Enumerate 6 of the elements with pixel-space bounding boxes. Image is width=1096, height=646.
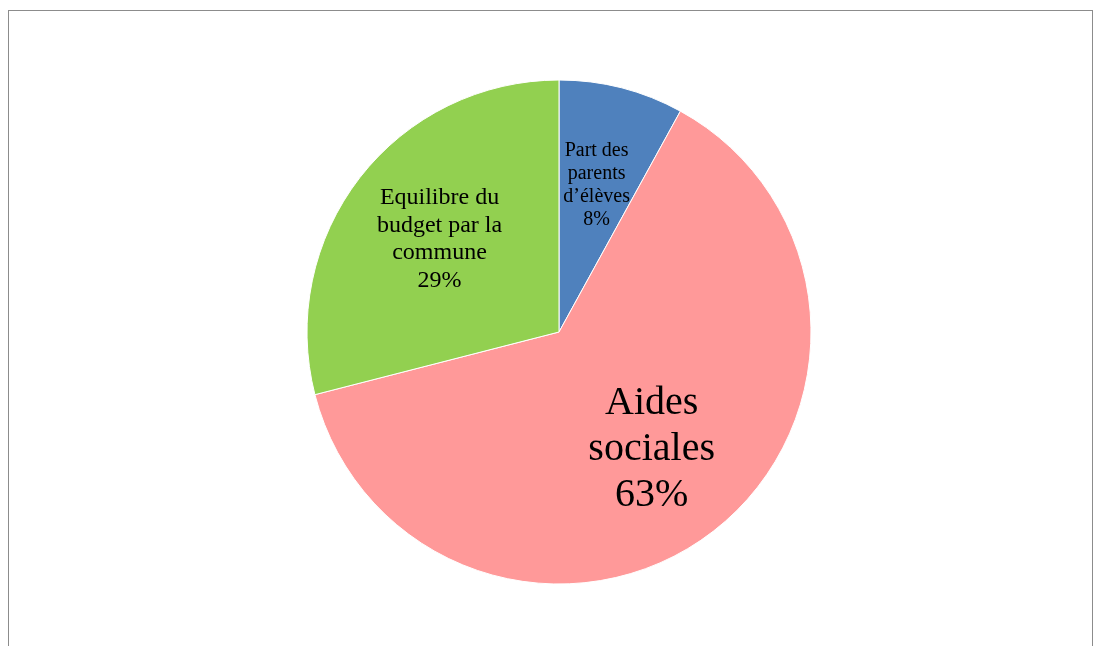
- slice-label: Part des parents d’élèves: [563, 137, 631, 206]
- slice-label: Equilibre du budget par la commune: [376, 182, 503, 264]
- data-label: 8%: [583, 206, 610, 229]
- data-label: 29%: [417, 265, 462, 292]
- data-label: 63%: [615, 470, 689, 516]
- slice-label: Aides sociales: [588, 378, 715, 470]
